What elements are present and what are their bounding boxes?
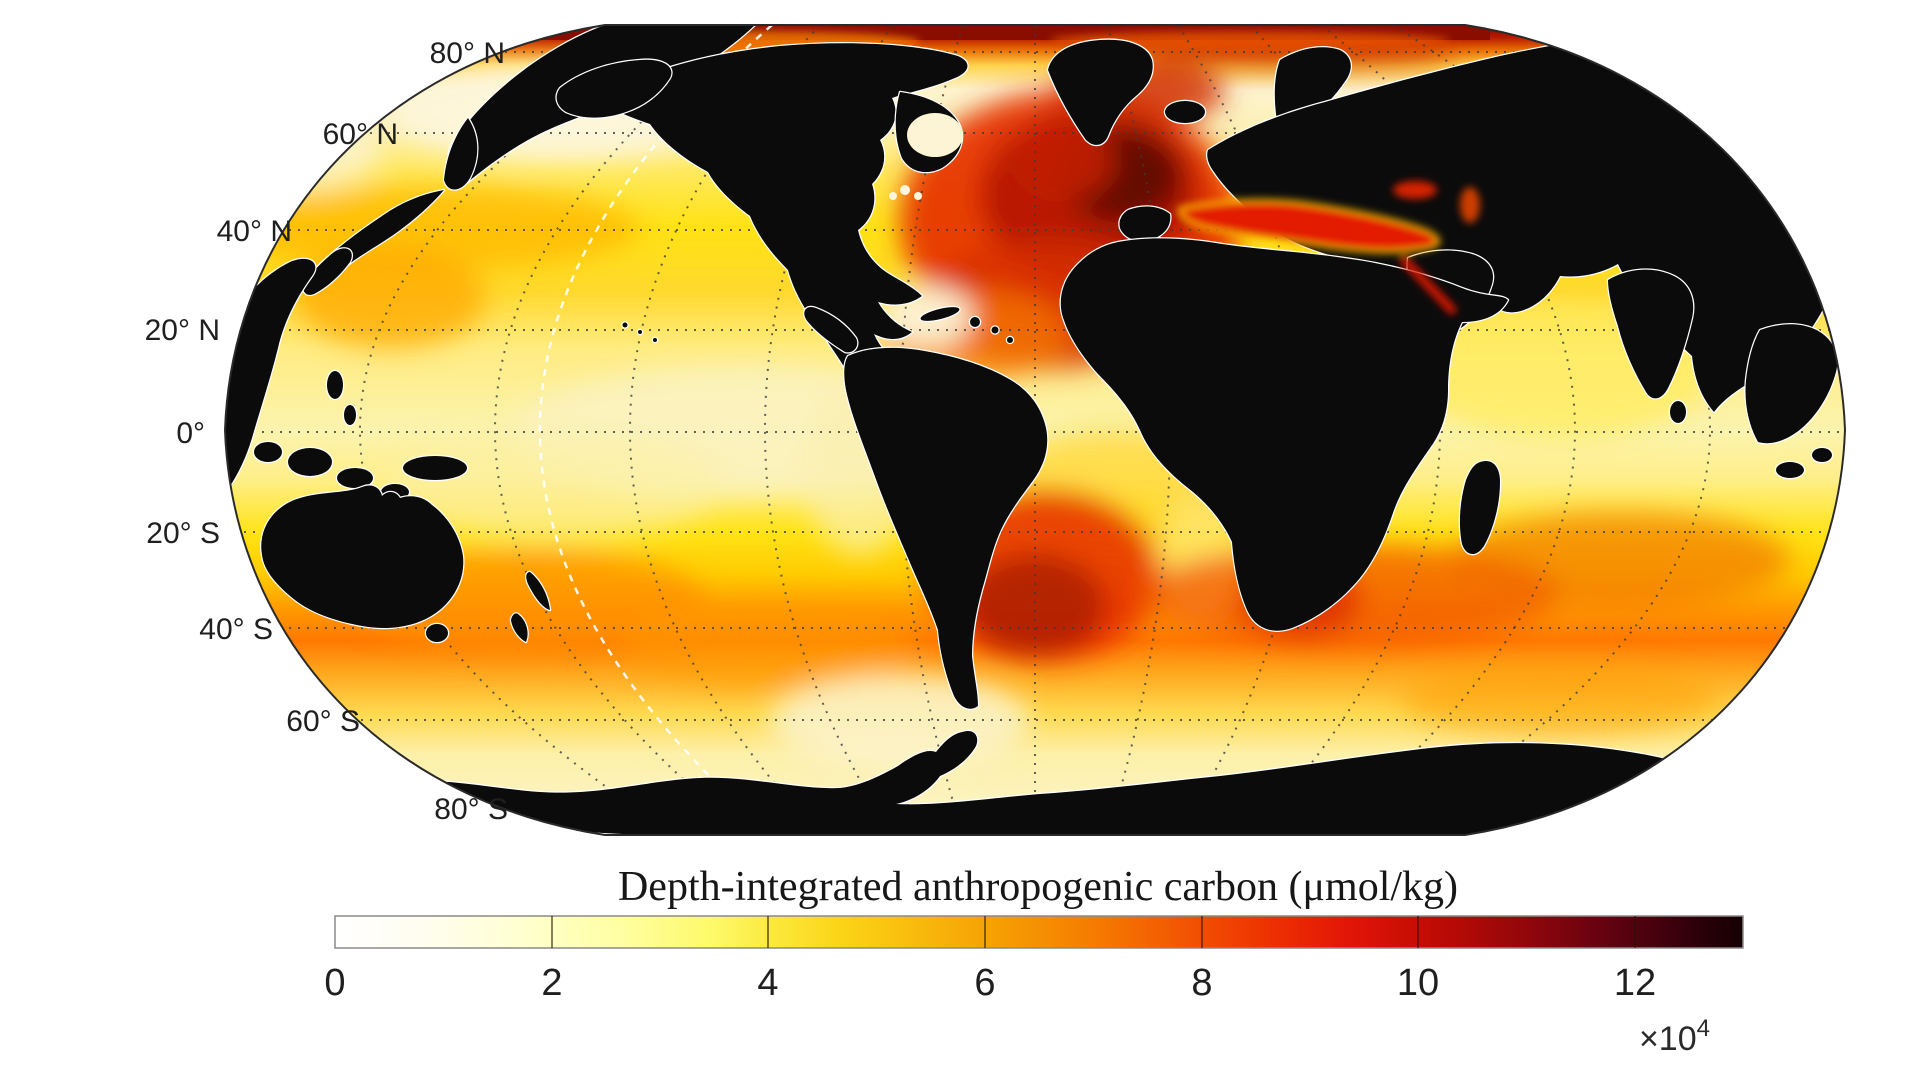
land-new-guinea [401, 454, 469, 482]
land-sri-lanka [1668, 399, 1688, 425]
colorbar-multiplier-base: ×10 [1639, 1020, 1697, 1058]
colorbar-tick-2: 2 [541, 962, 562, 1004]
marginal-seas [1177, 181, 1480, 315]
land-new-zealand-south [509, 612, 529, 644]
mediterranean-sea [1177, 199, 1441, 254]
dateline-meridian [538, 25, 773, 835]
land-india [1606, 268, 1695, 400]
continents [225, 25, 1845, 835]
land-australia [260, 484, 465, 630]
colorbar-inner-ticks [551, 916, 1636, 948]
land-africa [1059, 237, 1510, 632]
land-southeast-asia-edge [1744, 323, 1839, 445]
land-antilles-2 [1005, 335, 1015, 345]
lat-label-40s: 40° S [199, 613, 273, 646]
lat-label-40n: 40° N [217, 215, 292, 248]
land-borneo [286, 446, 334, 478]
colorbar-tick-8: 8 [1191, 962, 1212, 1004]
red-sea [1399, 255, 1457, 315]
lat-label-60n: 60° N [323, 118, 398, 151]
land-south-america [843, 346, 1049, 710]
figure-title: Depth-integrated anthropogenic carbon (μ… [618, 864, 1458, 910]
land-greenland [1046, 38, 1154, 147]
lat-label-80n: 80° N [430, 37, 505, 70]
caspian-sea [1460, 187, 1480, 223]
colorbar-multiplier: ×104 [1639, 1015, 1710, 1058]
land-hispaniola [968, 315, 982, 329]
land-hawaii-3 [651, 336, 659, 344]
land-hawaii-1 [621, 321, 629, 329]
land-central-america [803, 305, 859, 354]
land-kamchatka [442, 116, 479, 191]
land-new-zealand-north [525, 570, 552, 612]
land-hawaii-2 [636, 328, 644, 336]
land-philippines-2 [342, 403, 358, 427]
land-cuba [919, 305, 961, 323]
land-madagascar [1458, 459, 1502, 556]
land-iceland [1163, 99, 1207, 125]
land-antilles-1 [990, 325, 1000, 335]
land-indonesia-east-1 [1774, 460, 1806, 480]
colorbar-gradient-bar [334, 915, 1744, 949]
land-philippines [325, 369, 345, 401]
land-alaska [555, 58, 673, 119]
world-map: 80° N 60° N 40° N 20° N 0° 20° S 40° S 6… [145, 24, 1847, 836]
colorbar-tick-6: 6 [974, 962, 995, 1004]
lat-label-20n: 20° N [145, 314, 220, 347]
colorbar-tick-12: 12 [1614, 962, 1656, 1004]
lat-label-80s: 80° S [434, 793, 508, 826]
colorbar-tick-4: 4 [757, 962, 778, 1004]
colorbar-tick-labels: 0 2 4 6 8 10 12 [324, 962, 1656, 1004]
land-sumatra [252, 440, 284, 464]
lat-label-60s: 60° S [286, 705, 360, 738]
colorbar: 0 2 4 6 8 10 12 ×104 [324, 915, 1744, 1058]
colorbar-tick-10: 10 [1397, 962, 1439, 1004]
lat-label-0: 0° [176, 417, 205, 450]
colorbar-multiplier-exponent: 4 [1697, 1015, 1710, 1042]
lat-label-20s: 20° S [146, 517, 220, 550]
land-tasmania [424, 622, 450, 644]
land-north-america [596, 42, 969, 394]
map-outline [223, 24, 1847, 836]
land-east-asia-edge [225, 257, 317, 488]
black-sea [1393, 181, 1437, 199]
colorbar-tick-0: 0 [324, 962, 345, 1004]
inland-water [889, 113, 963, 200]
latitude-labels: 80° N 60° N 40° N 20° N 0° 20° S 40° S 6… [145, 37, 508, 826]
land-indonesia-east-2 [1810, 446, 1834, 464]
